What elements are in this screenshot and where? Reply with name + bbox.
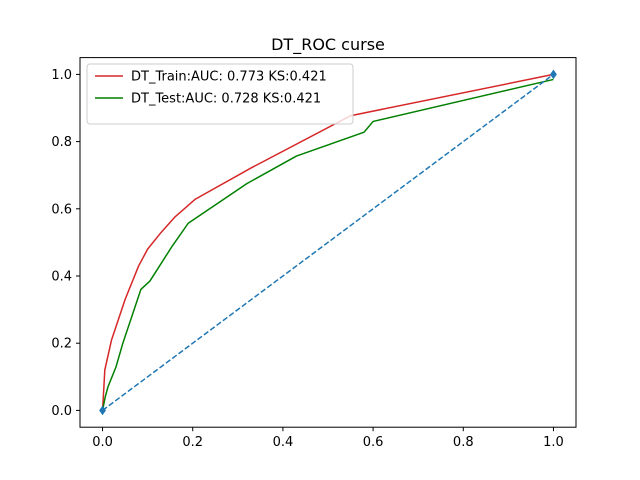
legend: DT_Train:AUC: 0.773 KS:0.421 DT_Test:AUC:… (86, 63, 354, 125)
series-line-1 (101, 78, 554, 411)
legend-box (86, 63, 354, 125)
y-tick-label: 0.8 (51, 135, 72, 150)
x-tick-label: 0.2 (182, 435, 203, 450)
x-tick-label: 0.0 (92, 435, 113, 450)
series-marker-2-1 (549, 69, 557, 80)
y-tick-label: 0.0 (51, 404, 72, 419)
axis-ticks: 0.0 0.2 0.4 0.6 0.8 1.0 0.0 0.2 0.4 0.6 0.8 1.0 (51, 68, 563, 450)
axes-frame (79, 57, 577, 428)
series-marker-2-0 (99, 405, 107, 416)
y-tick-label: 0.6 (51, 202, 72, 217)
series-line-2 (102, 73, 554, 412)
x-tick-label: 0.4 (273, 435, 294, 450)
legend-label: DT_Test:AUC: 0.728 KS:0.421 (131, 92, 321, 107)
plot-area (99, 69, 557, 416)
chart-title: DT_ROC curse (271, 35, 385, 55)
legend-label: DT_Train:AUC: 0.773 KS:0.421 (131, 70, 327, 85)
x-tick-label: 0.6 (363, 435, 384, 450)
y-tick-label: 0.4 (51, 270, 72, 285)
series-line-0 (101, 73, 554, 411)
y-tick-label: 1.0 (51, 68, 72, 83)
x-tick-label: 1.0 (543, 435, 564, 450)
y-tick-label: 0.2 (51, 337, 72, 352)
x-tick-label: 0.8 (453, 435, 474, 450)
